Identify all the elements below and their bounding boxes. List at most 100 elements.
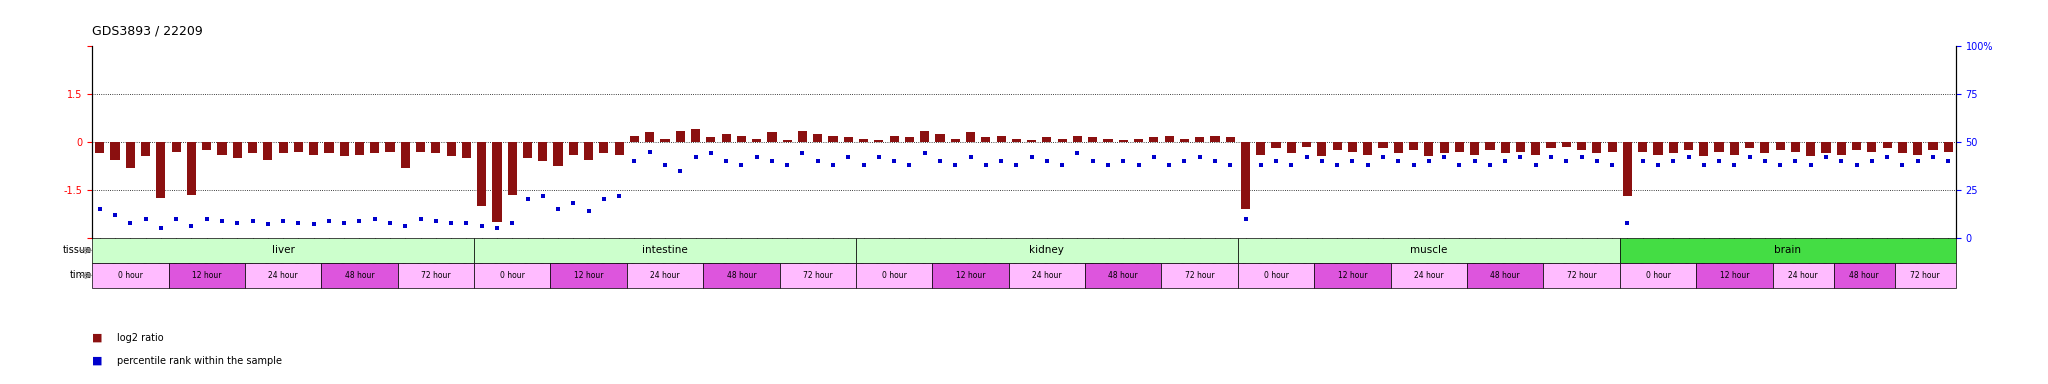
- Bar: [1409, 142, 1417, 150]
- Point: [252, 221, 285, 227]
- Point: [1749, 158, 1782, 164]
- Point: [924, 158, 956, 164]
- Point: [465, 223, 498, 229]
- Point: [1092, 162, 1124, 168]
- Bar: [1913, 142, 1923, 155]
- Text: 72 hour: 72 hour: [1911, 271, 1939, 280]
- Point: [664, 168, 696, 174]
- Point: [1794, 162, 1827, 168]
- Bar: [690, 129, 700, 142]
- Text: 24 hour: 24 hour: [649, 271, 680, 280]
- Text: 72 hour: 72 hour: [803, 271, 834, 280]
- Point: [434, 219, 467, 225]
- Point: [389, 223, 422, 229]
- Bar: [1898, 142, 1907, 153]
- Bar: [309, 142, 317, 155]
- Text: 48 hour: 48 hour: [1849, 271, 1878, 280]
- Bar: [1085, 263, 1161, 288]
- Bar: [203, 142, 211, 150]
- Point: [862, 154, 895, 161]
- Bar: [858, 139, 868, 142]
- Bar: [1700, 142, 1708, 156]
- Bar: [1837, 142, 1845, 155]
- Bar: [1073, 136, 1081, 142]
- Bar: [432, 142, 440, 153]
- Bar: [416, 142, 426, 152]
- Bar: [631, 136, 639, 142]
- Point: [1413, 158, 1446, 164]
- Bar: [1180, 139, 1190, 142]
- Bar: [889, 136, 899, 142]
- Point: [1612, 219, 1645, 225]
- Text: GDS3893 / 22209: GDS3893 / 22209: [92, 25, 203, 38]
- Bar: [1929, 142, 1937, 150]
- Point: [801, 158, 834, 164]
- Point: [1137, 154, 1169, 161]
- Bar: [1516, 142, 1526, 152]
- Bar: [125, 142, 135, 167]
- Bar: [1466, 263, 1544, 288]
- Bar: [1833, 263, 1894, 288]
- Bar: [1118, 141, 1128, 142]
- Bar: [1620, 263, 1696, 288]
- Bar: [508, 142, 516, 195]
- Point: [358, 215, 391, 222]
- Bar: [354, 142, 365, 155]
- Point: [557, 200, 590, 207]
- Point: [1427, 154, 1460, 161]
- Bar: [1608, 142, 1616, 152]
- Point: [1534, 154, 1567, 161]
- Point: [512, 197, 545, 203]
- Point: [1153, 162, 1186, 168]
- Bar: [1196, 137, 1204, 142]
- Bar: [967, 132, 975, 142]
- Point: [1276, 162, 1309, 168]
- Bar: [340, 142, 348, 156]
- Text: 12 hour: 12 hour: [193, 271, 221, 280]
- Point: [1565, 154, 1597, 161]
- Bar: [1944, 142, 1954, 152]
- Bar: [1454, 142, 1464, 152]
- Point: [451, 219, 483, 225]
- Text: 48 hour: 48 hour: [1108, 271, 1139, 280]
- Point: [297, 221, 330, 227]
- Bar: [1882, 142, 1892, 148]
- Bar: [1395, 142, 1403, 153]
- Point: [725, 162, 758, 168]
- Bar: [279, 142, 287, 153]
- Bar: [1776, 142, 1784, 150]
- Point: [221, 219, 254, 225]
- Bar: [1620, 238, 1956, 263]
- Bar: [584, 142, 594, 159]
- Point: [770, 162, 803, 168]
- Bar: [1821, 142, 1831, 153]
- Bar: [397, 263, 473, 288]
- Point: [1870, 154, 1903, 161]
- Bar: [156, 142, 166, 198]
- Point: [541, 206, 573, 212]
- Point: [1810, 154, 1843, 161]
- Point: [1671, 154, 1704, 161]
- Point: [1352, 162, 1384, 168]
- Text: 0 hour: 0 hour: [1645, 271, 1671, 280]
- Point: [694, 151, 727, 157]
- Text: ■: ■: [92, 356, 102, 366]
- Point: [1581, 158, 1614, 164]
- Bar: [246, 263, 322, 288]
- Bar: [1149, 137, 1159, 142]
- Point: [1473, 162, 1505, 168]
- Bar: [1772, 263, 1833, 288]
- Bar: [1577, 142, 1585, 150]
- Text: 24 hour: 24 hour: [268, 271, 297, 280]
- Point: [1855, 158, 1888, 164]
- Bar: [813, 134, 823, 142]
- Text: 48 hour: 48 hour: [344, 271, 375, 280]
- Bar: [324, 142, 334, 153]
- Bar: [856, 238, 1237, 263]
- Point: [1503, 154, 1536, 161]
- Point: [1229, 215, 1262, 222]
- Point: [1305, 158, 1337, 164]
- Text: 72 hour: 72 hour: [1567, 271, 1595, 280]
- Point: [1841, 162, 1874, 168]
- Bar: [1790, 142, 1800, 152]
